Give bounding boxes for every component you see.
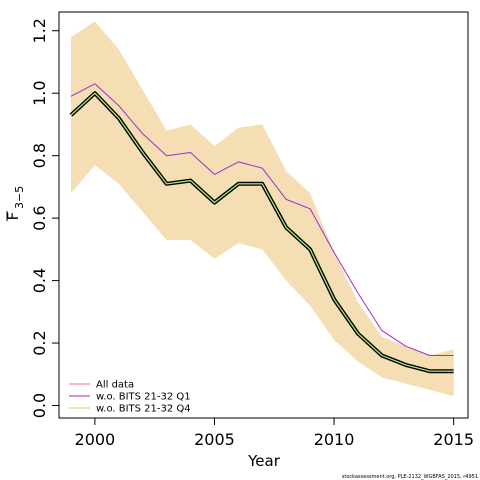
y-tick-label: 0.8 — [30, 143, 49, 168]
legend-label-2: w.o. BITS 21-32 Q1 — [96, 392, 191, 403]
x-tick-label: 2010 — [314, 430, 355, 449]
x-tick-label: 2000 — [75, 430, 116, 449]
legend-label-3: w.o. BITS 21-32 Q4 — [96, 404, 191, 415]
legend-label-1: All data — [96, 380, 134, 391]
y-tick-label: 1.2 — [30, 18, 49, 43]
plot-frame — [58, 11, 469, 419]
y-axis: 0.0 0.2 0.4 0.6 0.8 1.0 1.2 — [30, 18, 59, 418]
y-axis-title: F 3−5 — [4, 186, 26, 221]
x-tick-label: 2015 — [433, 430, 474, 449]
series-line-3 — [70, 92, 454, 372]
series-lines — [69, 83, 454, 374]
y-axis-title-subscript: 3−5 — [13, 186, 26, 209]
y-tick-label: 0.6 — [30, 205, 49, 230]
x-axis: 2000 2005 2010 2015 — [75, 418, 474, 449]
x-tick-label: 2005 — [194, 430, 235, 449]
confidence-band — [71, 21, 454, 397]
y-tick-label: 0.0 — [30, 393, 49, 418]
x-axis-title: Year — [247, 452, 281, 470]
credit-text: stockassessment.org, PLE-2132_WGBFAS_201… — [342, 474, 478, 480]
y-tick-label: 0.2 — [30, 330, 49, 355]
y-tick-label: 1.0 — [30, 80, 49, 105]
y-tick-label: 0.4 — [30, 268, 49, 293]
y-axis-title-main: F — [4, 212, 22, 221]
series-line-2 — [70, 83, 454, 356]
